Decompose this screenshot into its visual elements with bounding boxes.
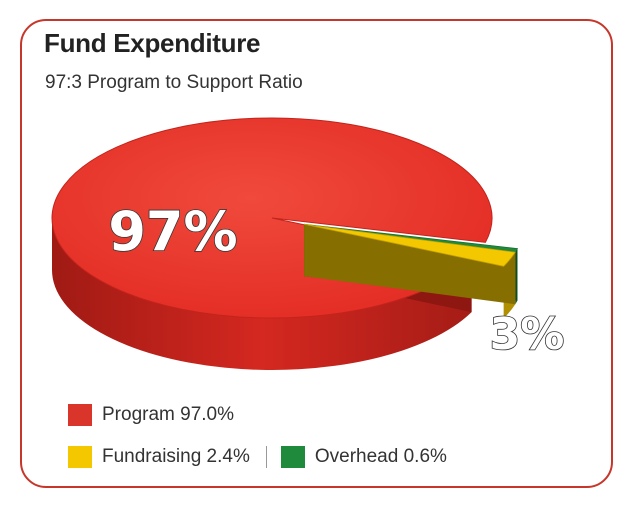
pie-side-program [52,218,472,370]
legend-swatch-overhead [280,446,305,468]
pie-top-fundraising [303,223,516,267]
chart-title: Fund Expenditure [44,28,261,58]
support-percent-label: 3% [490,309,565,360]
legend-divider [265,446,267,468]
legend-row-1: Program 97.0% [68,404,234,426]
legend-swatch-fundraising [68,446,92,468]
pie-cut-fundraising [304,224,516,305]
program-percent-label: 97% [108,200,237,263]
legend-row-2: Fundraising 2.4% Overhead 0.6% [68,446,447,468]
legend-label-program: Program 97.0% [102,404,235,425]
legend-swatch-program [68,404,92,426]
legend-label-overhead: Overhead 0.6% [314,446,447,467]
chart-subtitle: 97:3 Program to Support Ratio [45,72,303,93]
legend-label-fundraising: Fundraising 2.4% [102,446,250,467]
